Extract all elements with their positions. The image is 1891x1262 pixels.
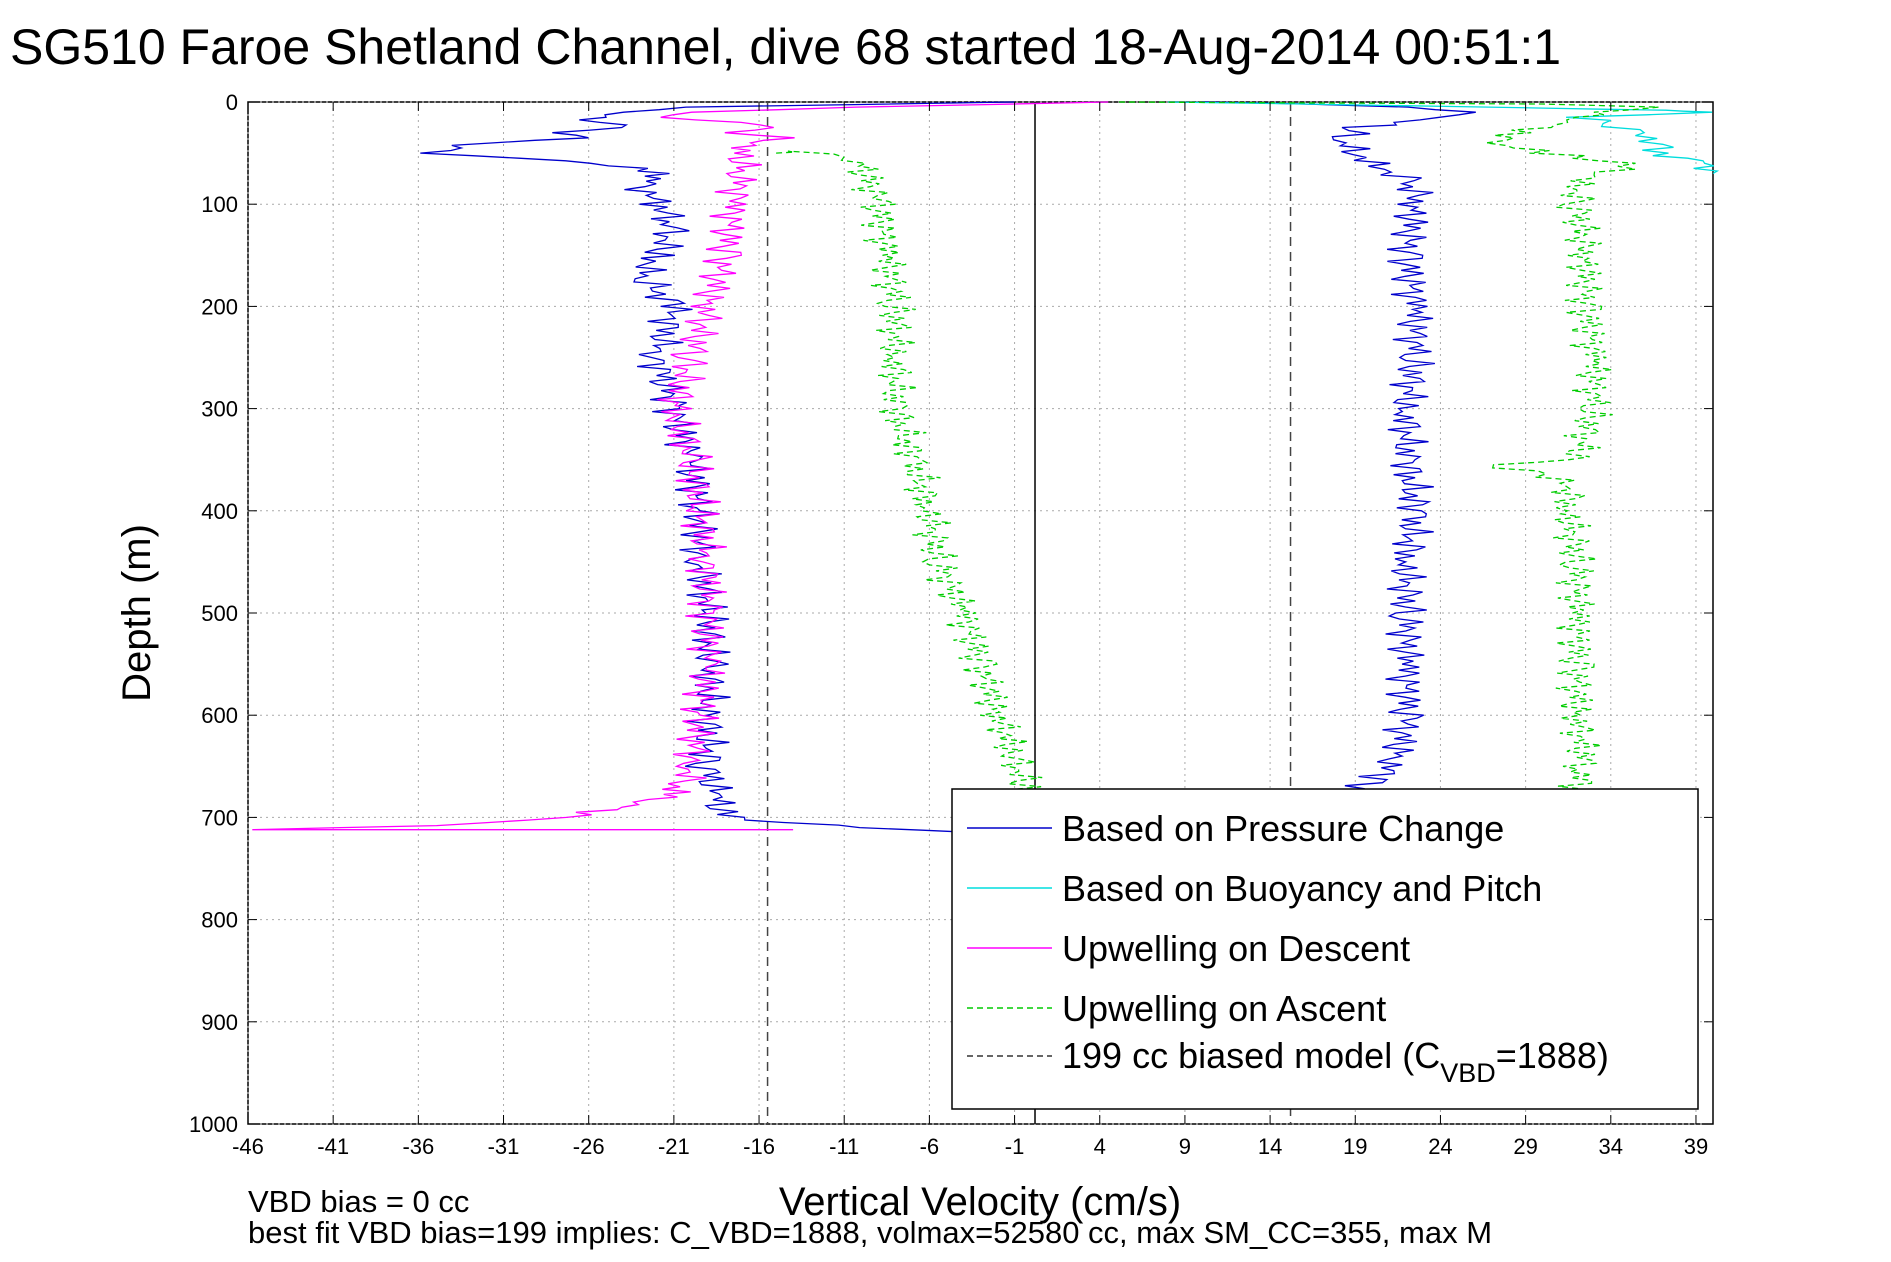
y-tick-label: 400	[201, 499, 238, 524]
footer-bias-text: VBD bias = 0 cc	[248, 1184, 469, 1219]
series-layer	[252, 101, 1720, 834]
x-tick-label: -26	[573, 1134, 605, 1159]
x-tick-label: 4	[1094, 1134, 1106, 1159]
legend: Based on Pressure Change Based on Buoyan…	[951, 788, 1699, 1110]
legend-label-model-main: 199 cc biased model (C	[1062, 1035, 1440, 1076]
y-tick-label: 300	[201, 397, 238, 422]
series-line	[1201, 101, 1476, 793]
x-tick-label: -36	[402, 1134, 434, 1159]
x-tick-label: 14	[1258, 1134, 1282, 1159]
y-axis-label: Depth (m)	[115, 524, 159, 702]
y-tick-label: 200	[201, 294, 238, 319]
x-tick-label: -16	[743, 1134, 775, 1159]
x-tick-label: -11	[829, 1134, 859, 1159]
legend-label-model: 199 cc biased model (CVBD=1888)	[1062, 1035, 1609, 1088]
x-tick-label: -41	[317, 1134, 349, 1159]
legend-label-buoyancy: Based on Buoyancy and Pitch	[1062, 868, 1542, 909]
legend-label-pressure: Based on Pressure Change	[1062, 808, 1504, 849]
y-tick-label: 0	[226, 90, 238, 115]
x-axis-ticks: -46 -41 -36 -31 -26 -21 -16 -11 -6 -1 4 9 14 19 24 29 34…	[232, 102, 1708, 1159]
legend-label-model-end: =1888)	[1496, 1035, 1609, 1076]
y-tick-label: 700	[201, 805, 238, 830]
x-tick-label: 39	[1684, 1134, 1708, 1159]
footer-fit-text: best fit VBD bias=199 implies: C_VBD=188…	[248, 1215, 1492, 1250]
x-tick-label: -21	[658, 1134, 690, 1159]
x-tick-label: -31	[488, 1134, 520, 1159]
y-tick-label: 900	[201, 1010, 238, 1035]
y-tick-label: 500	[201, 601, 238, 626]
x-tick-label: 34	[1599, 1134, 1623, 1159]
legend-label-descent: Upwelling on Descent	[1062, 928, 1410, 969]
x-axis-label: Vertical Velocity (cm/s)	[779, 1180, 1181, 1224]
y-axis-ticks: 0 100 200 300 400 500 600 700 800 900 1000	[189, 90, 1713, 1137]
legend-label-ascent: Upwelling on Ascent	[1062, 988, 1386, 1029]
chart-title: SG510 Faroe Shetland Channel, dive 68 st…	[10, 19, 1561, 75]
y-tick-label: 1000	[189, 1112, 238, 1137]
x-tick-label: 29	[1513, 1134, 1537, 1159]
x-tick-label: -46	[232, 1134, 264, 1159]
series-line	[252, 101, 1109, 831]
y-tick-label: 600	[201, 703, 238, 728]
series-line	[420, 101, 1049, 834]
series-line	[1116, 101, 1659, 793]
x-tick-label: -6	[920, 1134, 940, 1159]
series-line	[776, 150, 1052, 808]
x-tick-label: 24	[1428, 1134, 1452, 1159]
series-line	[1167, 101, 1720, 175]
x-tick-label: -1	[1005, 1134, 1025, 1159]
y-tick-label: 100	[201, 192, 238, 217]
legend-label-model-sub: VBD	[1440, 1058, 1496, 1088]
x-tick-label: 9	[1179, 1134, 1191, 1159]
y-tick-label: 800	[201, 908, 238, 933]
legend-box	[951, 788, 1699, 1110]
x-tick-label: 19	[1343, 1134, 1367, 1159]
